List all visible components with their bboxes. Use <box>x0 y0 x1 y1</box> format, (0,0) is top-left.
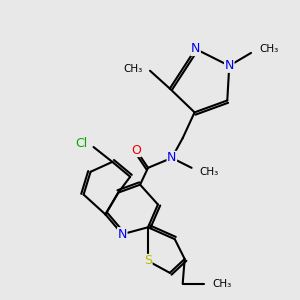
Text: S: S <box>144 254 152 268</box>
Text: CH₃: CH₃ <box>259 44 278 54</box>
Text: CH₃: CH₃ <box>124 64 143 74</box>
Text: N: N <box>118 228 127 241</box>
Text: N: N <box>225 59 234 72</box>
Text: N: N <box>191 42 200 56</box>
Text: CH₃: CH₃ <box>212 279 232 289</box>
Text: O: O <box>131 143 141 157</box>
Text: CH₃: CH₃ <box>200 167 219 177</box>
Text: N: N <box>167 152 176 164</box>
Text: Cl: Cl <box>75 136 88 150</box>
